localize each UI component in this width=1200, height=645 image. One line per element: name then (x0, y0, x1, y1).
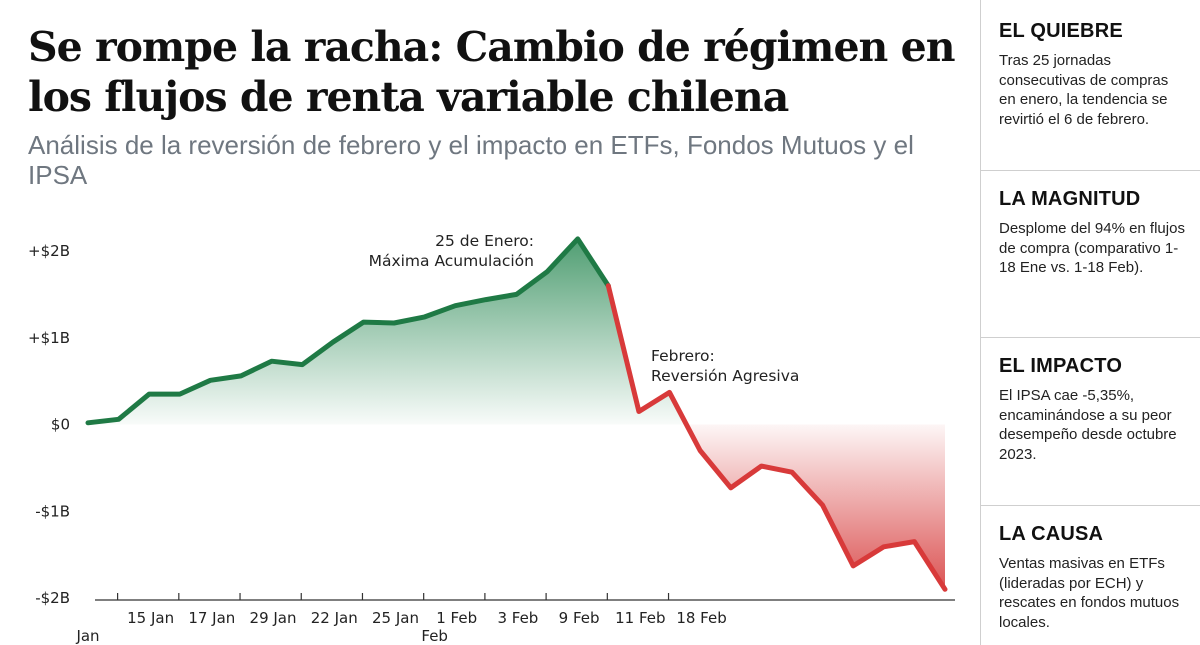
series-line-february (605, 283, 948, 592)
panel-causa: LA CAUSA Ventas masivas en ETFs (liderad… (981, 523, 1200, 632)
x-tick-label: 25 Jan (372, 609, 419, 627)
panel-divider (981, 170, 1200, 171)
x-tick-label: 3 Feb (497, 609, 538, 627)
panel-text: Ventas masivas en ETFs (lideradas por EC… (999, 555, 1180, 631)
panel-quiebre: EL QUIEBRE Tras 25 jornadas consecutivas… (981, 20, 1200, 129)
x-tick-label: 18 Feb (676, 609, 726, 627)
page-subtitle: Análisis de la reversión de febrero y el… (28, 130, 914, 190)
x-tick-sublabel: Feb (421, 627, 448, 645)
negative-area (686, 424, 945, 590)
annotation-peak: 25 de Enero: Máxima Acumulación (369, 232, 534, 270)
annotation-reversal: Febrero: Reversión Agresiva (651, 347, 799, 385)
x-tick-label: 9 Feb (559, 609, 600, 627)
positive-area (88, 238, 945, 425)
panel-divider (981, 337, 1200, 338)
panel-title: LA CAUSA (999, 523, 1104, 545)
x-tick-label: 22 Jan (311, 609, 358, 627)
x-tick-label: 17 Jan (188, 609, 235, 627)
x-axis: Jan 15 Jan 17 Jan 29 Jan 22 Jan 25 Jan 1 Feb 3 … (75, 593, 955, 645)
x-tick-label: 1 Feb (436, 609, 477, 627)
y-axis: +$2B +$1B $0 -$1B -$2B (28, 242, 70, 607)
x-tick-label: 11 Feb (615, 609, 665, 627)
page-title: Se rompe la racha: Cambio de régimen en … (28, 23, 956, 121)
x-tick-label: 15 Jan (127, 609, 174, 627)
panel-title: LA MAGNITUD (999, 188, 1141, 210)
panel-magnitud: LA MAGNITUD Desplome del 94% en flujos d… (981, 188, 1200, 278)
y-tick-label: +$1B (28, 329, 70, 347)
panel-text: Tras 25 jornadas consecutivas de compras… (999, 52, 1169, 128)
chart-section: Se rompe la racha: Cambio de régimen en … (28, 23, 956, 645)
y-tick-label: $0 (51, 416, 70, 434)
y-tick-label: -$2B (35, 589, 70, 607)
sidebar: EL QUIEBRE Tras 25 jornadas consecutivas… (980, 0, 1200, 645)
y-tick-label: +$2B (28, 242, 70, 260)
x-tick-label: Jan (75, 627, 99, 645)
x-tick-label: 29 Jan (250, 609, 297, 627)
panel-title: EL QUIEBRE (999, 20, 1123, 42)
panel-text: El IPSA cae -5,35%, encaminándose a su p… (999, 387, 1177, 463)
annotations: 25 de Enero: Máxima Acumulación Febrero: Re… (369, 232, 800, 385)
panel-impacto: EL IMPACTO El IPSA cae -5,35%, encaminán… (981, 355, 1200, 464)
series-line-january (85, 236, 611, 426)
panel-text: Desplome del 94% en flujos de compra (co… (999, 220, 1185, 276)
flows-chart: +$2B +$1B $0 -$1B -$2B Jan 15 Jan 17 Jan 29 Jan… (28, 232, 955, 645)
panel-title: EL IMPACTO (999, 355, 1123, 377)
panel-divider (981, 505, 1200, 506)
y-tick-label: -$1B (35, 502, 70, 520)
